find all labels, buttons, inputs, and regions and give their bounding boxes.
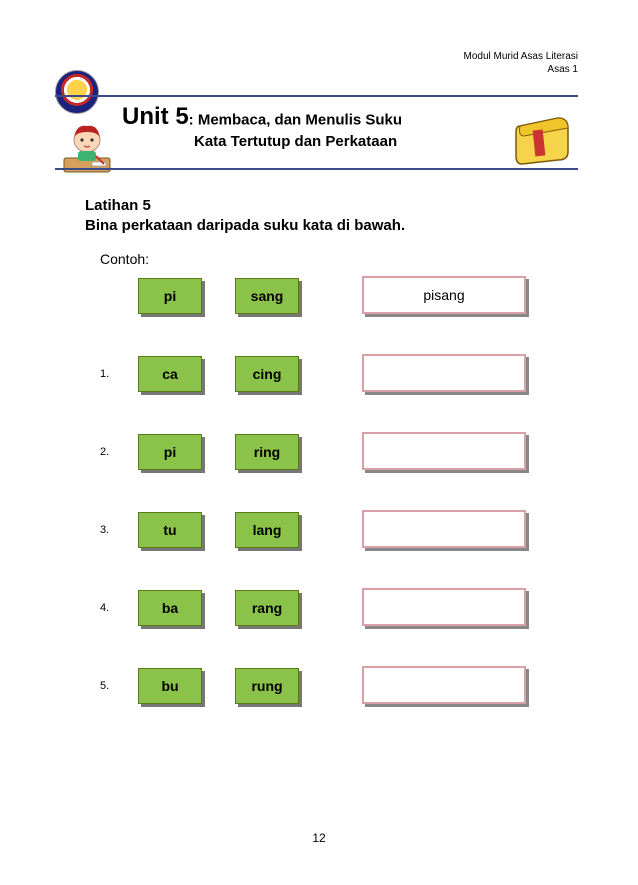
exercise-row: 2. piring bbox=[100, 430, 570, 508]
unit-sub1: : Membaca, dan Menulis Suku bbox=[189, 111, 402, 128]
syllable-tile-b: cing bbox=[235, 356, 299, 392]
exercise-row: 5. burung bbox=[100, 664, 570, 742]
syllable-tile-b: sang bbox=[235, 278, 299, 314]
exercise-row: 3. tulang bbox=[100, 508, 570, 586]
row-number: 5. bbox=[100, 680, 109, 692]
latihan-title: Latihan 5 bbox=[85, 196, 405, 216]
row-number: 1. bbox=[100, 368, 109, 380]
example-row: pisang pisang bbox=[100, 274, 570, 352]
page-number: 12 bbox=[0, 831, 638, 845]
exercise-rows: pisangpisang1.cacing2.piring3.tulang4.ba… bbox=[100, 274, 570, 742]
crest-icon bbox=[55, 70, 99, 114]
worksheet-page: Modul Murid Asas Literasi Asas 1 Unit 5:… bbox=[0, 0, 638, 885]
row-number: 2. bbox=[100, 446, 109, 458]
divider-top bbox=[55, 95, 578, 97]
answer-box[interactable] bbox=[362, 432, 526, 470]
unit-sub2: Kata Tertutup dan Perkataan bbox=[194, 133, 422, 150]
syllable-tile-b: rung bbox=[235, 668, 299, 704]
header-line2: Asas 1 bbox=[464, 63, 579, 76]
exercise-row: 4. barang bbox=[100, 586, 570, 664]
syllable-tile-b: rang bbox=[235, 590, 299, 626]
syllable-tile-b: ring bbox=[235, 434, 299, 470]
row-number: 3. bbox=[100, 524, 109, 536]
answer-box[interactable] bbox=[362, 510, 526, 548]
header-text: Modul Murid Asas Literasi Asas 1 bbox=[464, 50, 579, 76]
divider-bottom bbox=[55, 168, 578, 170]
syllable-tile-a: pi bbox=[138, 434, 202, 470]
exercise-row: 1. cacing bbox=[100, 352, 570, 430]
answer-box[interactable] bbox=[362, 666, 526, 704]
book-icon bbox=[512, 112, 578, 171]
syllable-tile-a: tu bbox=[138, 512, 202, 548]
answer-box[interactable] bbox=[362, 354, 526, 392]
exercise-heading: Latihan 5 Bina perkataan daripada suku k… bbox=[85, 196, 405, 237]
unit-label: Unit 5 bbox=[122, 103, 189, 130]
answer-box: pisang bbox=[362, 276, 526, 314]
row-number: 4. bbox=[100, 602, 109, 614]
syllable-tile-a: ca bbox=[138, 356, 202, 392]
unit-title: Unit 5: Membaca, dan Menulis Suku Kata T… bbox=[122, 103, 422, 150]
syllable-tile-a: bu bbox=[138, 668, 202, 704]
kid-writing-icon bbox=[58, 118, 116, 181]
latihan-instruction: Bina perkataan daripada suku kata di baw… bbox=[85, 216, 405, 236]
syllable-tile-a: ba bbox=[138, 590, 202, 626]
syllable-tile-b: lang bbox=[235, 512, 299, 548]
header-line1: Modul Murid Asas Literasi bbox=[464, 50, 579, 63]
answer-box[interactable] bbox=[362, 588, 526, 626]
contoh-label: Contoh: bbox=[100, 251, 149, 267]
syllable-tile-a: pi bbox=[138, 278, 202, 314]
